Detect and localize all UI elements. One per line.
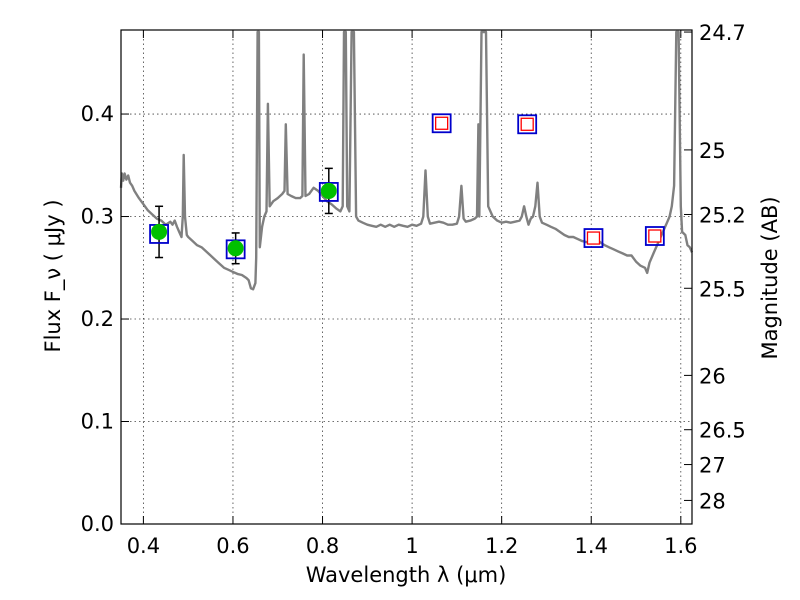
y-tick-label: 0.2: [81, 307, 114, 331]
right-tick-label: 24.7: [699, 21, 746, 45]
x-tick-label: 0.8: [306, 534, 339, 558]
hollow-marker: [520, 117, 534, 131]
model-bandpass-marker: [644, 226, 665, 246]
observed-point: [320, 182, 337, 199]
x-tick-label: 1.4: [575, 534, 608, 558]
hollow-marker: [586, 231, 601, 245]
right-tick-label: 25: [699, 139, 726, 163]
model-bandpass-marker: [431, 113, 452, 134]
y-tick-label: 0.3: [81, 205, 114, 229]
right-tick-label: 25.2: [699, 203, 746, 227]
observed-point: [227, 240, 244, 257]
y-tick-label: 0.4: [81, 102, 114, 126]
y-tick-label: 0.1: [81, 410, 114, 434]
grid-lines: [121, 30, 692, 524]
right-axis-label: Magnitude (AB): [758, 196, 782, 359]
y-tick-label: 0.0: [81, 512, 114, 536]
x-tick-label: 1.6: [664, 534, 697, 558]
hollow-marker: [435, 116, 449, 130]
right-tick-label: 26: [699, 364, 726, 388]
right-tick-label: 26.5: [699, 419, 746, 443]
model-bandpass-marker: [517, 114, 538, 135]
right-tick-label: 27: [699, 454, 726, 478]
model-spectrum-layer: [119, 30, 694, 291]
x-tick-label: 0.6: [216, 534, 249, 558]
photometry-markers: [149, 113, 665, 265]
model-spectrum-line: [119, 30, 694, 291]
observed-point: [151, 223, 168, 240]
x-tick-label: 1.2: [485, 534, 518, 558]
plot-frame: [120, 29, 693, 525]
axis-ticks: 0.4 0.6 0.8 1 1.2 1.4 1.6 0.0 0.1 0.2 0.3 0.4 24.7 25…: [81, 21, 746, 558]
right-tick-label: 25.5: [699, 277, 746, 301]
model-bandpass-marker: [583, 228, 604, 248]
hollow-marker: [648, 229, 662, 243]
x-tick-label: 0.4: [127, 534, 160, 558]
x-axis-label: Wavelength λ (μm): [306, 563, 507, 587]
right-tick-label: 28: [699, 489, 726, 513]
x-tick-label: 1: [405, 534, 418, 558]
y-axis-label: Flux F_ν ( μJy ): [41, 199, 66, 352]
